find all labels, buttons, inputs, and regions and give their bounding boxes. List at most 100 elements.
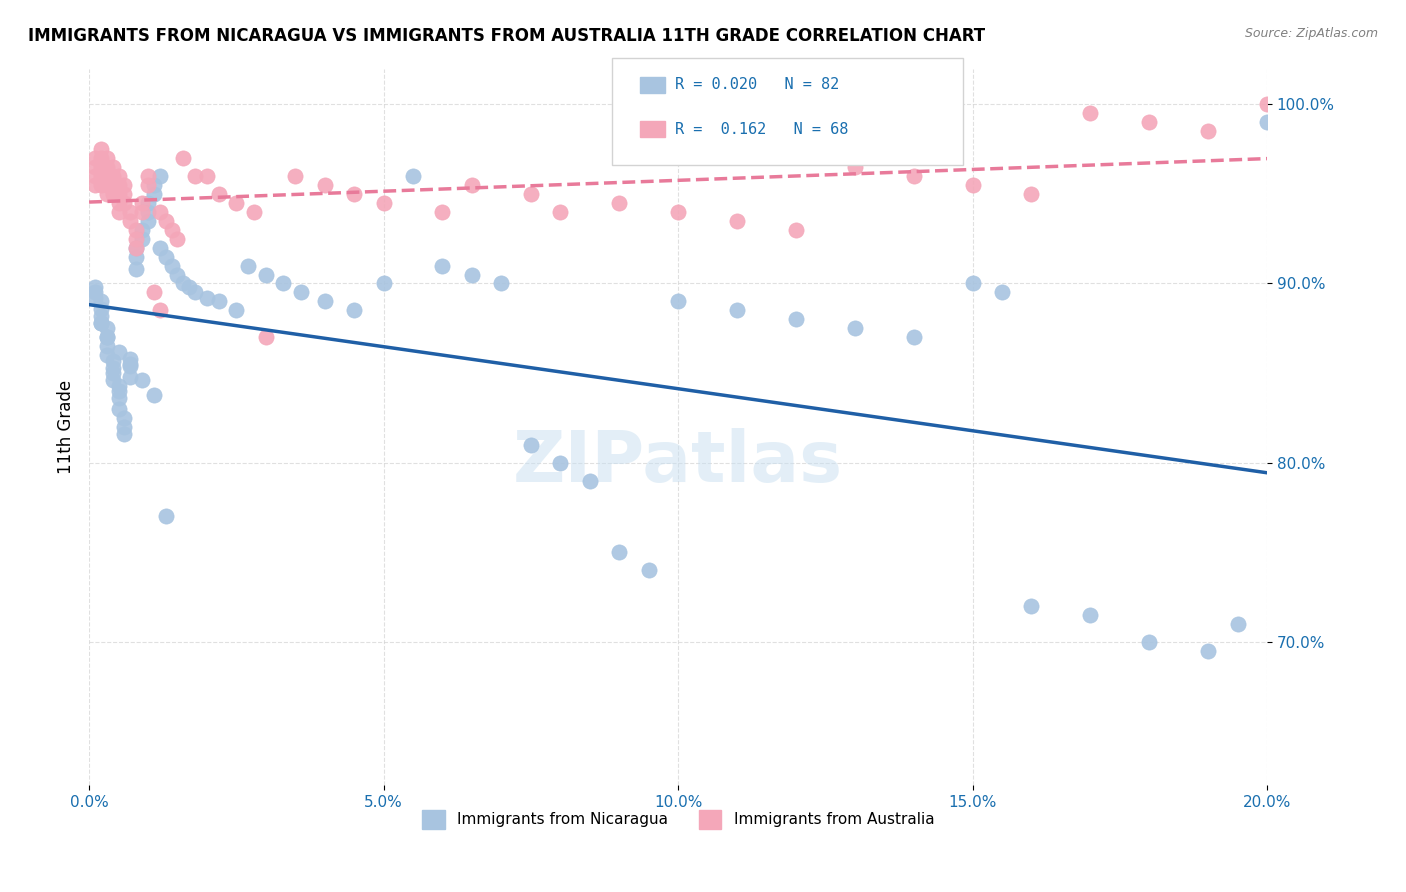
Point — [172, 151, 194, 165]
Point — [131, 373, 153, 387]
Text: ZIPatlas: ZIPatlas — [513, 428, 844, 497]
Point — [166, 232, 188, 246]
Point — [666, 294, 689, 309]
Point — [343, 303, 366, 318]
Point — [96, 178, 118, 192]
Point — [90, 142, 112, 156]
Point — [314, 294, 336, 309]
Y-axis label: 11th Grade: 11th Grade — [58, 380, 75, 474]
Point — [112, 419, 135, 434]
Point — [172, 277, 194, 291]
Point — [149, 303, 172, 318]
Point — [101, 178, 124, 192]
Point — [1197, 644, 1219, 658]
Point — [491, 277, 513, 291]
Point — [903, 169, 925, 183]
Point — [131, 223, 153, 237]
Point — [243, 204, 266, 219]
Point — [84, 178, 107, 192]
Point — [314, 178, 336, 192]
Text: R = 0.020   N = 82: R = 0.020 N = 82 — [675, 78, 839, 92]
Point — [84, 169, 107, 183]
Point — [1021, 599, 1043, 613]
Point — [225, 303, 247, 318]
Point — [225, 195, 247, 210]
Point — [142, 178, 165, 192]
Point — [607, 545, 630, 559]
Point — [432, 204, 454, 219]
Point — [107, 186, 129, 201]
Point — [90, 169, 112, 183]
Legend: Immigrants from Nicaragua, Immigrants from Australia: Immigrants from Nicaragua, Immigrants fr… — [416, 804, 941, 835]
Point — [112, 186, 135, 201]
Point — [725, 303, 748, 318]
Point — [461, 268, 484, 282]
Point — [96, 186, 118, 201]
Point — [844, 160, 866, 174]
Point — [166, 268, 188, 282]
Point — [84, 280, 107, 294]
Point — [112, 427, 135, 442]
Point — [785, 223, 807, 237]
Point — [666, 204, 689, 219]
Point — [136, 214, 159, 228]
Point — [1078, 106, 1101, 120]
Point — [101, 186, 124, 201]
Point — [84, 160, 107, 174]
Point — [962, 277, 984, 291]
Point — [107, 384, 129, 398]
Point — [1078, 607, 1101, 622]
Point — [101, 360, 124, 375]
Point — [107, 195, 129, 210]
Point — [107, 204, 129, 219]
Point — [520, 438, 543, 452]
Point — [1021, 186, 1043, 201]
Point — [96, 330, 118, 344]
Point — [131, 232, 153, 246]
Point — [90, 160, 112, 174]
Point — [160, 259, 183, 273]
Point — [548, 204, 571, 219]
Point — [112, 410, 135, 425]
Point — [112, 195, 135, 210]
Point — [125, 241, 148, 255]
Text: Source: ZipAtlas.com: Source: ZipAtlas.com — [1244, 27, 1378, 40]
Point — [120, 214, 142, 228]
Point — [195, 169, 218, 183]
Point — [107, 178, 129, 192]
Point — [607, 195, 630, 210]
Point — [90, 294, 112, 309]
Point — [149, 169, 172, 183]
Point — [125, 250, 148, 264]
Point — [290, 285, 312, 300]
Point — [284, 169, 307, 183]
Point — [96, 348, 118, 362]
Point — [107, 344, 129, 359]
Point — [107, 169, 129, 183]
Point — [101, 160, 124, 174]
Point — [785, 312, 807, 326]
Point — [84, 151, 107, 165]
Point — [149, 204, 172, 219]
Point — [131, 204, 153, 219]
Point — [991, 285, 1014, 300]
Point — [120, 204, 142, 219]
Point — [90, 316, 112, 330]
Point — [155, 214, 177, 228]
Point — [725, 214, 748, 228]
Text: IMMIGRANTS FROM NICARAGUA VS IMMIGRANTS FROM AUSTRALIA 11TH GRADE CORRELATION CH: IMMIGRANTS FROM NICARAGUA VS IMMIGRANTS … — [28, 27, 986, 45]
Point — [548, 456, 571, 470]
Point — [125, 241, 148, 255]
Point — [343, 186, 366, 201]
Point — [142, 285, 165, 300]
Point — [373, 277, 395, 291]
Point — [136, 169, 159, 183]
Point — [1137, 115, 1160, 129]
Point — [125, 232, 148, 246]
Point — [1197, 124, 1219, 138]
Point — [84, 291, 107, 305]
Point — [903, 330, 925, 344]
Point — [273, 277, 295, 291]
Point — [96, 160, 118, 174]
Point — [461, 178, 484, 192]
